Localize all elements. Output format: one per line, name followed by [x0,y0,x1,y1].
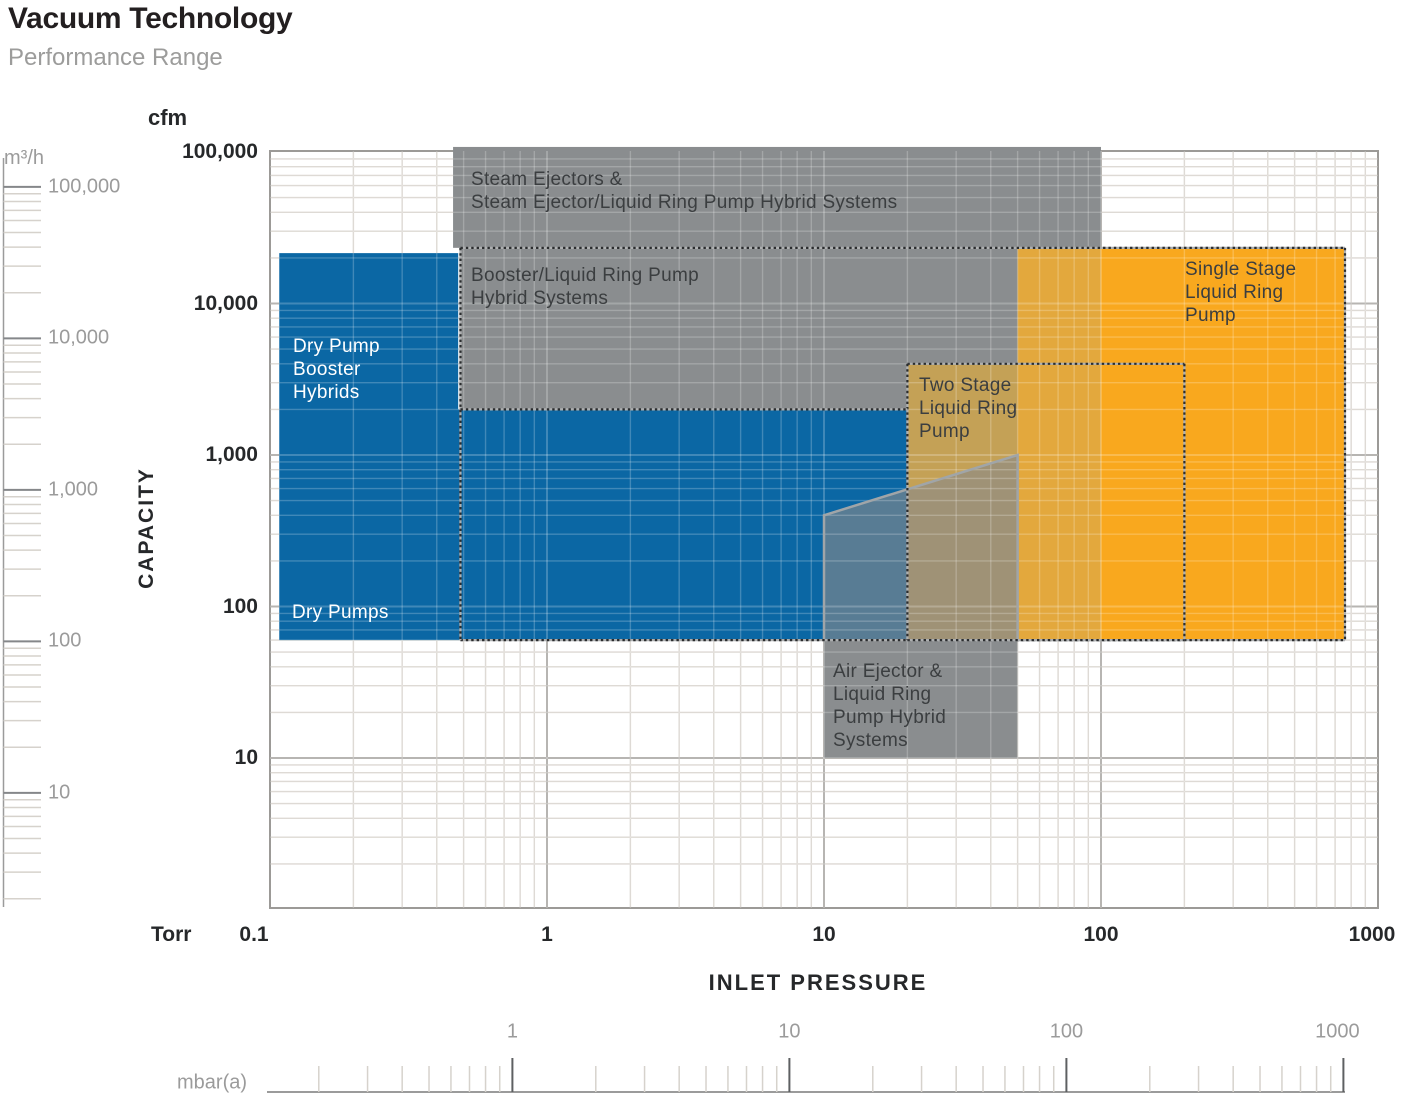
x-tick-mbar: 10 [778,1020,801,1043]
region-label-line: Systems [833,730,908,751]
region-label-dry-hybrids: Dry Pump Booster Hybrids [293,335,380,404]
y-tick-m3h: 1,000 [48,478,99,501]
x-axis-secondary-unit: mbar(a) [177,1071,248,1094]
y-tick-cfm: 100 [222,594,258,618]
region-single-stage-liquid-ring [1101,247,1345,641]
y-tick-cfm: 10,000 [193,291,258,315]
y-tick-cfm: 1,000 [205,443,258,466]
region-label-line: Hybrid Systems [471,288,609,309]
region-label-line: Air Ejector & [833,661,943,682]
region-label-two-stage: Two Stage Liquid Ring Pump [919,374,1017,443]
region-two-stage-upper-band [1017,247,1101,641]
region-steam-ejectors [453,146,1102,248]
x-tick-torr: 10 [812,923,836,946]
region-label-dry-pumps: Dry Pumps [292,601,389,624]
page-subtitle: Performance Range [8,44,223,71]
air-ejector-outline [822,453,1019,641]
x-tick-torr: 0.1 [239,923,269,946]
region-label-line: Liquid Ring [919,398,1018,419]
x-axis-primary-unit: Torr [151,923,192,946]
region-dry-pumps [279,253,908,641]
region-label-line: Steam Ejectors & [471,169,623,190]
region-label-line: Two Stage [919,375,1012,396]
region-label-line: Pump Hybrid [833,707,947,728]
regions [279,146,1345,758]
x-tick-torr: 100 [1083,923,1119,946]
region-label-line: Booster/Liquid Ring Pump [471,265,699,286]
y-tick-m3h: 100,000 [48,175,121,198]
region-label-line: Dry Pumps [292,602,389,623]
region-label-line: Dry Pump [293,336,380,357]
region-label-line: Booster [293,359,361,380]
region-label-line: Single Stage [1185,259,1297,280]
x-tick-mbar: 1000 [1315,1020,1360,1043]
region-label-steam: Steam Ejectors & Steam Ejector/Liquid Rin… [471,168,897,214]
region-label-booster: Booster/Liquid Ring Pump Hybrid Systems [471,264,699,310]
region-label-line: Pump [1185,305,1236,326]
x-tick-mbar: 100 [1049,1020,1084,1043]
y-axis-secondary-unit: m³/h [4,147,44,169]
page-title: Vacuum Technology [8,2,293,35]
region-air-ejector-box [824,640,1018,758]
x-tick-torr: 1 [541,923,553,946]
region-label-line: Steam Ejector/Liquid Ring Pump Hybrid Sy… [471,192,898,213]
mbar-ruler [267,1058,1345,1093]
m3h-ruler [2,158,41,907]
x-tick-mbar: 1 [506,1020,518,1043]
region-label-single-stage: Single Stage Liquid Ring Pump [1185,258,1296,327]
y-tick-m3h: 10 [48,781,71,804]
region-label-line: Liquid Ring [1185,282,1284,303]
y-axis-primary-unit: cfm [148,105,188,130]
y-tick-cfm: 10 [234,746,258,769]
region-label-line: Pump [919,421,970,442]
y-tick-m3h: 100 [48,629,82,652]
y-tick-m3h: 10,000 [48,326,110,349]
region-label-line: Hybrids [293,382,360,403]
region-label-line: Liquid Ring [833,684,932,705]
y-tick-cfm: 100,000 [182,140,258,163]
y-axis-title: CAPACITY [135,467,158,589]
dotted-boundaries [459,246,1347,642]
x-tick-torr: 1000 [1348,923,1396,946]
region-label-air-ejector: Air Ejector & Liquid Ring Pump Hybrid Syste… [833,660,946,752]
x-axis-title: INLET PRESSURE [708,970,928,995]
